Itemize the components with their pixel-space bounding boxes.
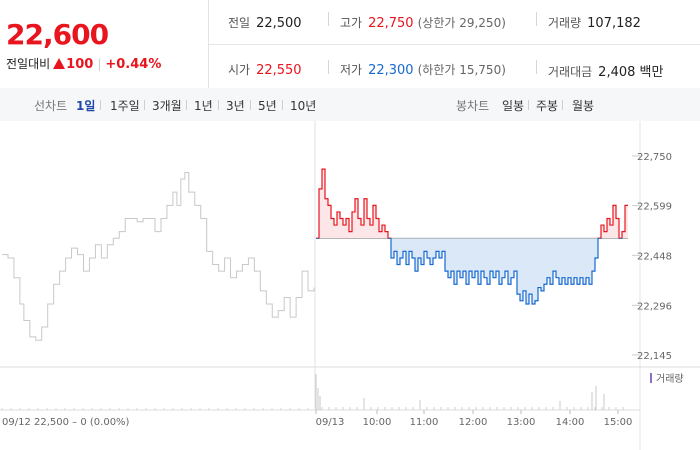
change-percent: +0.44% (105, 57, 162, 72)
stats-panel: 전일 22,500 고가 22,750 (상한가 29,250) 거래량 107,182… (208, 0, 700, 88)
price-change: 전일대비 100 | +0.44% (6, 57, 162, 72)
stat-volume-label: 거래량 (548, 16, 582, 30)
stat-prev-label: 전일 (228, 16, 251, 30)
y-tick-label: 22,145 (637, 351, 672, 362)
prev-day-caption: 09/12 22,500 – 0 (0.00%) (2, 417, 130, 428)
quote-header: 22,600 전일대비 100 | +0.44% 전일 22,500 고가 22,750(… (0, 0, 700, 89)
stat-open-label: 시가 (228, 63, 251, 77)
prev-day-series (2, 171, 315, 341)
prev-day-line (2, 171, 315, 341)
stat-high: 고가 22,750 (상한가 29,250) (340, 14, 506, 31)
chart-grid (0, 121, 700, 450)
tab-1year[interactable]: 1년 (194, 99, 213, 113)
stat-amount-label: 거래대금 (548, 65, 593, 79)
x-tick-label: 10:00 (363, 417, 392, 428)
stat-high-label: 고가 (340, 16, 363, 30)
stat-amount: 거래대금 2,408 백만 (548, 61, 663, 80)
tab-1week[interactable]: 1주일 (110, 99, 140, 113)
volume-panel: 거래량 (1, 373, 684, 410)
price-box: 22,600 전일대비 100 | +0.44% (0, 0, 209, 88)
y-tick-label: 22,296 (637, 301, 672, 312)
y-axis-ticks: 22,750 22,599 22,448 22,296 22,145 (632, 152, 672, 362)
change-label: 전일대비 (6, 57, 51, 71)
x-tick-label: 11:00 (410, 417, 439, 428)
stat-volume: 거래량 107,182 (548, 14, 641, 31)
tab-5years[interactable]: 5년 (258, 99, 277, 113)
stat-low: 저가 22,300 (하한가 15,750) (340, 61, 506, 78)
tab-3months[interactable]: 3개월 (152, 99, 182, 113)
stat-prev-value: 22,500 (256, 16, 302, 31)
change-value: 100 (66, 57, 94, 72)
x-tick-label: 14:00 (556, 417, 585, 428)
tab-daily-candle[interactable]: 일봉 (502, 99, 525, 113)
x-tick-label: 15:00 (604, 417, 633, 428)
tab-monthly-candle[interactable]: 월봉 (572, 99, 595, 113)
today-series-down (316, 238, 623, 305)
today-series-up (316, 168, 628, 239)
chart-bg (0, 121, 700, 450)
up-triangle-icon (53, 58, 66, 69)
chart-tabs: 선차트 1일 1주일 3개월 1년 3년 5년 10년 봉차트 일봉 주봉 월봉 (0, 88, 700, 122)
stat-volume-value: 107,182 (587, 16, 641, 31)
volume-legend-swatch (650, 373, 652, 383)
stat-amount-value: 2,408 백만 (598, 65, 664, 80)
y-tick-label: 22,599 (637, 202, 672, 213)
stat-low-value: 22,300 (368, 63, 414, 78)
tab-10years[interactable]: 10년 (290, 99, 317, 113)
stat-open: 시가 22,550 (228, 61, 302, 78)
stat-lower-limit: (하한가 15,750) (417, 63, 506, 77)
y-tick-label: 22,448 (637, 251, 672, 262)
volume-legend-label: 거래량 (656, 373, 684, 385)
stat-low-label: 저가 (340, 63, 363, 77)
stat-high-value: 22,750 (368, 16, 414, 31)
stat-prev: 전일 22,500 (228, 14, 302, 31)
stat-upper-limit: (상한가 29,250) (417, 16, 506, 30)
fill-up-area (316, 169, 628, 239)
tab-1day[interactable]: 1일 (76, 99, 96, 113)
stat-open-value: 22,550 (256, 63, 302, 78)
y-tick-label: 22,750 (637, 152, 672, 163)
candle-chart-label: 봉차트 (456, 99, 490, 113)
today-line (316, 168, 628, 305)
tab-weekly-candle[interactable]: 주봉 (536, 99, 559, 113)
tab-3years[interactable]: 3년 (226, 99, 245, 113)
x-tick-label: 12:00 (459, 417, 488, 428)
line-chart-label: 선차트 (34, 99, 68, 113)
x-tick-label: 09/13 (316, 417, 345, 428)
current-price: 22,600 (6, 18, 109, 51)
x-tick-label: 13:00 (507, 417, 536, 428)
x-axis-ticks: 09/12 22,500 – 0 (0.00%) 09/13 10:00 11:00 1… (2, 410, 632, 428)
price-chart: 22,750 22,599 22,448 22,296 22,145 거래량 09/12… (0, 121, 700, 450)
